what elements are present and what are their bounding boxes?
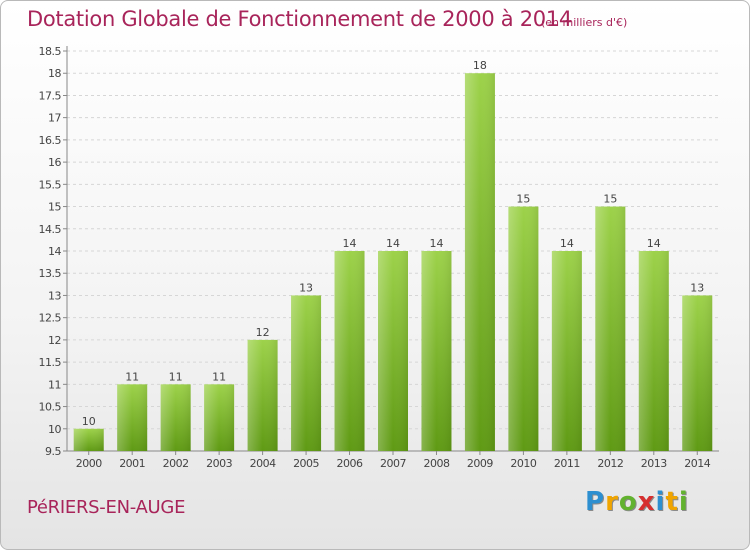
data-label: 15	[603, 193, 617, 206]
y-tick-label: 17	[48, 112, 61, 125]
bar-shine	[73, 428, 104, 451]
y-tick-label: 10	[48, 423, 61, 436]
y-tick-label: 15.5	[39, 178, 62, 191]
x-tick-label: 2003	[206, 457, 232, 470]
bar-shine	[117, 384, 148, 451]
data-label: 12	[256, 326, 270, 339]
x-tick-label: 2012	[597, 457, 623, 470]
data-label: 13	[690, 281, 704, 294]
data-label: 14	[647, 237, 661, 250]
data-label: 11	[125, 370, 139, 383]
y-tick-label: 10.5	[39, 401, 62, 414]
x-tick-label: 2014	[684, 457, 710, 470]
bar-shine	[160, 384, 191, 451]
y-tick-label: 16	[48, 156, 61, 169]
y-tick-label: 13	[48, 289, 61, 302]
bar-shine	[204, 384, 235, 451]
y-tick-label: 15	[48, 201, 61, 214]
data-label: 14	[386, 237, 400, 250]
logo-letter: o	[618, 487, 638, 517]
y-tick-label: 18	[48, 67, 61, 80]
data-label: 15	[516, 193, 530, 206]
bar-shine	[464, 73, 495, 451]
data-label: 11	[212, 370, 226, 383]
y-tick-label: 16.5	[39, 134, 62, 147]
y-tick-label: 13.5	[39, 267, 62, 280]
proxiti-logo[interactable]: Proxiti	[585, 487, 689, 517]
data-label: 14	[560, 237, 574, 250]
y-tick-label: 17.5	[39, 89, 62, 102]
logo-letter: t	[665, 487, 679, 517]
data-label: 13	[299, 281, 313, 294]
x-tick-label: 2001	[119, 457, 145, 470]
y-tick-label: 14	[48, 245, 61, 258]
bar-shine	[247, 339, 278, 451]
data-label: 10	[82, 415, 96, 428]
x-tick-label: 2007	[380, 457, 406, 470]
x-tick-label: 2005	[293, 457, 319, 470]
y-tick-label: 9.5	[45, 445, 61, 458]
logo-letter: x	[637, 487, 656, 517]
x-tick-label: 2013	[641, 457, 667, 470]
x-tick-label: 2004	[250, 457, 276, 470]
logo-letter: P	[585, 487, 606, 517]
bar-shine	[508, 206, 539, 451]
chart-title: Dotation Globale de Fonctionnement de 20…	[27, 7, 572, 31]
bar-shine	[291, 295, 322, 451]
data-label: 18	[473, 59, 487, 72]
data-label: 14	[429, 237, 443, 250]
bar-shine	[378, 251, 408, 451]
bar-shine	[334, 251, 365, 451]
x-tick-label: 2006	[337, 457, 363, 470]
data-label: 14	[343, 237, 357, 250]
y-tick-label: 12.5	[39, 312, 62, 325]
chart-subtitle: (en milliers d'€)	[541, 16, 628, 29]
logo-letter: i	[655, 487, 666, 517]
x-tick-label: 2000	[76, 457, 102, 470]
y-tick-label: 14.5	[39, 223, 62, 236]
bar-shine	[421, 251, 452, 451]
logo-letter: r	[605, 487, 619, 517]
bar-shine	[682, 295, 713, 451]
commune-name: PéRIERS-EN-AUGE	[27, 497, 186, 518]
y-tick-label: 11.5	[39, 356, 62, 369]
x-tick-label: 2011	[554, 457, 580, 470]
bar-shine	[551, 251, 582, 451]
data-label: 11	[169, 370, 183, 383]
x-tick-label: 2009	[467, 457, 493, 470]
x-tick-label: 2002	[163, 457, 189, 470]
y-tick-label: 11	[48, 378, 61, 391]
logo-letter: i	[678, 487, 689, 517]
bar-shine	[638, 251, 669, 451]
bar-shine	[595, 206, 626, 451]
x-tick-label: 2008	[423, 457, 449, 470]
x-tick-label: 2010	[510, 457, 536, 470]
y-tick-label: 12	[48, 334, 61, 347]
y-tick-label: 18.5	[39, 45, 62, 58]
